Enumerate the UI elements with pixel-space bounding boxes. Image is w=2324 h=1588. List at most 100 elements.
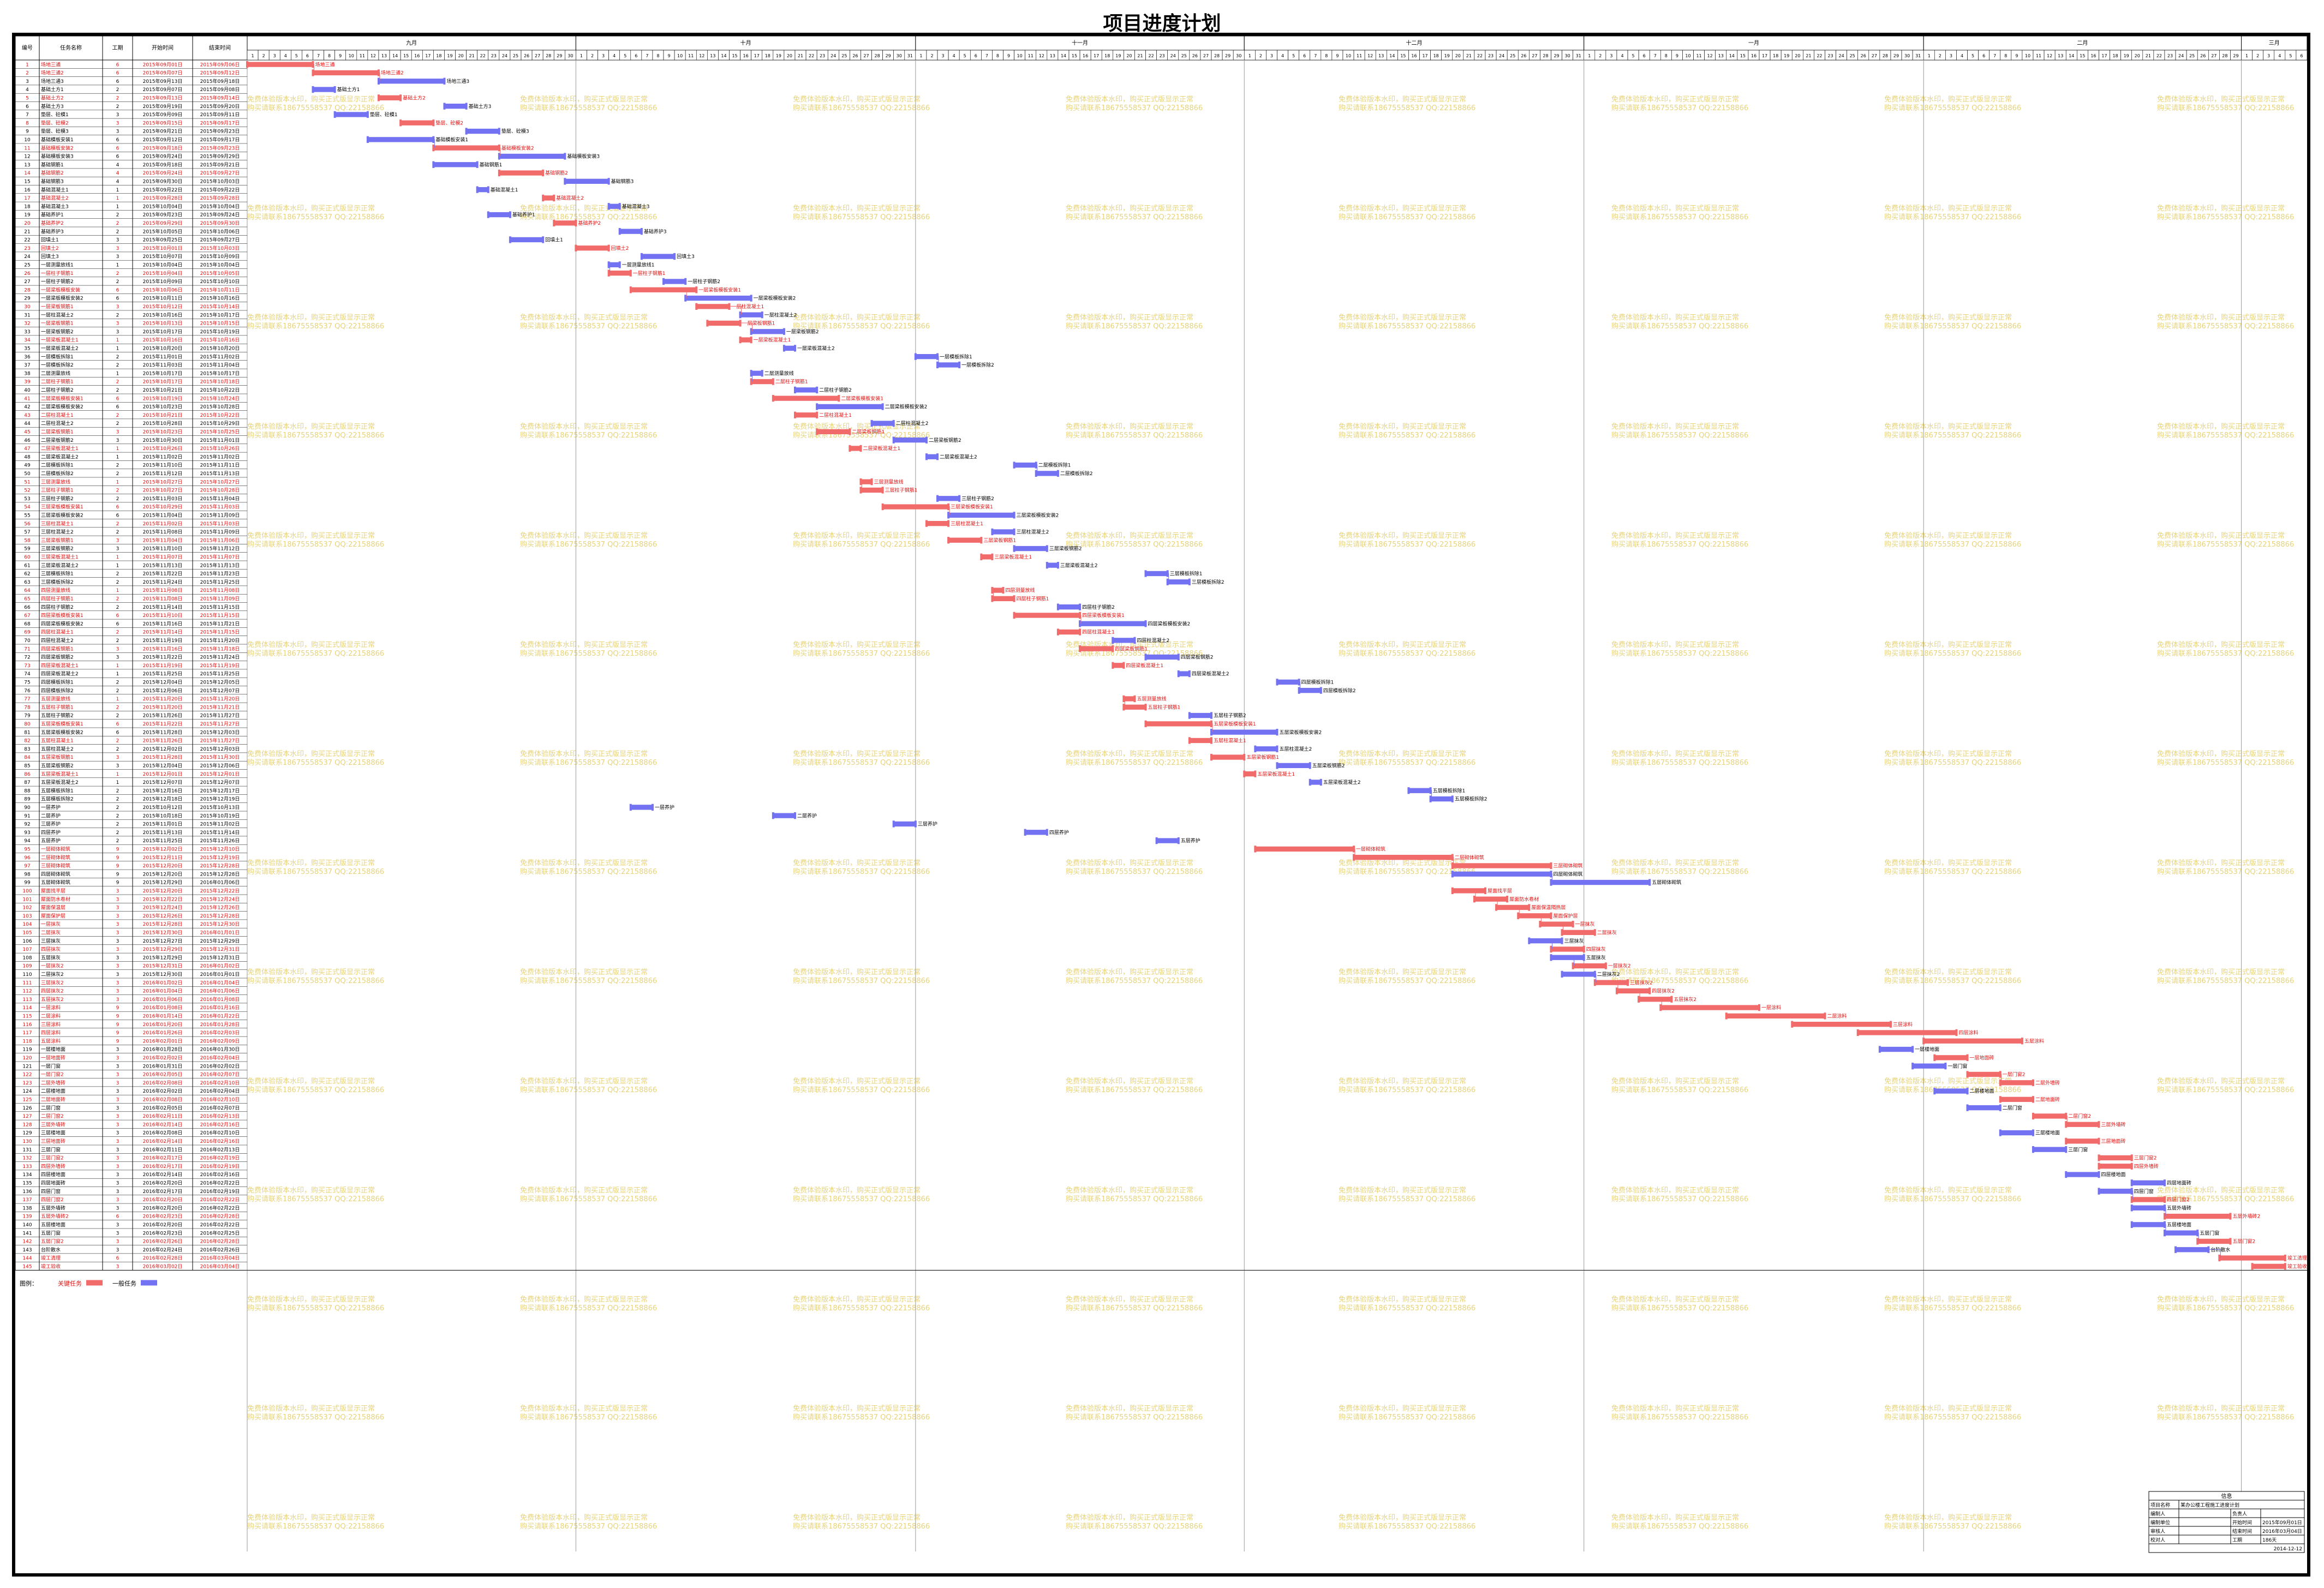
- day-label: 1: [1248, 53, 1251, 58]
- table-cell: 6: [116, 730, 120, 735]
- watermark-text: 免费体验版本水印，购买正式版显示正常: [1066, 1077, 1193, 1086]
- watermark-text: 购买请联系18675558537 QQ:22158866: [247, 431, 384, 440]
- table-cell: 58: [24, 538, 31, 543]
- watermark-text: 免费体验版本水印，购买正式版显示正常: [793, 750, 921, 758]
- task-bar-label: 五层柱子钢筋1: [1148, 704, 1181, 710]
- table-cell: 2015年11月12日: [200, 546, 240, 552]
- task-bar-cap: [2032, 1079, 2035, 1086]
- day-label: 20: [787, 53, 792, 58]
- table-cell: 51: [24, 480, 30, 485]
- watermark-text: 购买请联系18675558537 QQ:22158866: [2157, 976, 2294, 985]
- task-bar: [499, 153, 565, 159]
- task-bar-cap: [684, 295, 687, 302]
- table-cell: 2016年02月16日: [200, 1138, 240, 1144]
- day-label: 2: [262, 53, 265, 58]
- task-bar: [2065, 1172, 2099, 1177]
- task-bar-label: 四层梁板模板安装2: [1148, 620, 1191, 627]
- day-label: 28: [1883, 53, 1888, 58]
- task-bar: [948, 512, 1015, 518]
- table-cell: 22: [24, 238, 30, 243]
- watermark-text: 免费体验版本水印，购买正式版显示正常: [247, 859, 375, 867]
- watermark-text: 免费体验版本水印，购买正式版显示正常: [1884, 1295, 2012, 1304]
- task-bar: [773, 813, 796, 818]
- table-cell: 四层柱子钢筋1: [41, 596, 74, 602]
- table-cell: 2015年10月17日: [200, 311, 240, 318]
- table-cell: 3: [116, 931, 120, 936]
- table-cell: 85: [24, 764, 30, 769]
- table-cell: 2015年10月20日: [143, 345, 183, 352]
- watermark-text: 免费体验版本水印，购买正式版显示正常: [1884, 1404, 2012, 1413]
- task-bar-cap: [1133, 637, 1136, 644]
- task-bar-cap: [2284, 1254, 2286, 1262]
- task-bar-label: 五层梁板钢筋2: [1312, 763, 1345, 769]
- task-bar-label: 二层模板拆除1: [1038, 462, 1071, 469]
- task-bar-cap: [487, 211, 489, 218]
- dependency-link: [1354, 848, 1355, 858]
- table-cell: 屋面找平层: [41, 888, 65, 894]
- task-bar-label: 三层梁板钢筋2: [1049, 546, 1082, 552]
- table-cell: 96: [24, 855, 31, 861]
- watermark-text: 购买请联系18675558537 QQ:22158866: [247, 867, 384, 876]
- task-bar-cap: [1999, 1079, 2002, 1086]
- day-label: 5: [624, 53, 626, 58]
- dependency-link: [2131, 1190, 2134, 1200]
- table-cell: 2015年11月19日: [200, 662, 240, 669]
- day-label: 10: [677, 53, 683, 58]
- table-cell: 9: [116, 1005, 120, 1011]
- task-bar-cap: [1648, 879, 1651, 886]
- table-cell: 129: [22, 1131, 32, 1136]
- table-cell: 6: [116, 154, 120, 160]
- watermark-text: 购买请联系18675558537 QQ:22158866: [520, 1413, 657, 1422]
- info-cell: 校对人: [2150, 1537, 2165, 1543]
- table-cell: 基础养护1: [41, 212, 64, 218]
- table-cell: 五层柱子钢筋1: [41, 704, 74, 710]
- table-cell: 2015年12月24日: [143, 904, 183, 911]
- table-cell: 9: [116, 1014, 120, 1020]
- task-bar-label: 基础模板安装1: [435, 136, 468, 143]
- table-cell: 2015年12月30日: [143, 971, 183, 978]
- table-cell: 2015年09月07日: [143, 86, 183, 93]
- table-cell: 2016年03月02日: [143, 1263, 183, 1270]
- table-cell: 5: [26, 96, 29, 101]
- table-cell: 2015年12月19日: [200, 854, 240, 861]
- table-cell: 2015年12月31日: [200, 954, 240, 961]
- task-bar-cap: [1309, 762, 1311, 769]
- day-label: 17: [2101, 53, 2107, 58]
- task-bar: [444, 104, 467, 109]
- watermark-text: 免费体验版本水印，购买正式版显示正常: [1066, 531, 1193, 540]
- table-cell: 133: [22, 1164, 32, 1170]
- watermark-text: 免费体验版本水印，购买正式版显示正常: [247, 204, 375, 213]
- watermark-text: 购买请联系18675558537 QQ:22158866: [520, 213, 657, 221]
- watermark-text: 购买请联系18675558537 QQ:22158866: [1611, 104, 1748, 112]
- table-cell: 4: [116, 171, 120, 176]
- table-cell: 3: [116, 1147, 120, 1153]
- watermark-text: 免费体验版本水印，购买正式版显示正常: [1884, 204, 2012, 213]
- task-bar-cap: [1133, 695, 1136, 703]
- task-bar-cap: [1999, 1096, 2002, 1103]
- watermark-text: 购买请联系18675558537 QQ:22158866: [247, 540, 384, 549]
- table-cell: 2015年09月23日: [200, 128, 240, 135]
- task-bar-cap: [1528, 904, 1531, 911]
- day-label: 25: [2189, 53, 2195, 58]
- day-label: 13: [1718, 53, 1724, 58]
- task-bar-cap: [816, 403, 819, 410]
- dependency-link: [740, 322, 753, 332]
- task-bar-cap: [936, 453, 939, 460]
- task-bar-cap: [2021, 1038, 2023, 1045]
- task-bar-cap: [1550, 879, 1552, 886]
- task-bar-cap: [1056, 628, 1059, 636]
- table-cell: 2015年10月13日: [200, 804, 240, 811]
- task-bar-label: 四层模板拆除1: [1301, 679, 1334, 686]
- dependency-link: [993, 590, 1003, 598]
- table-cell: 6: [116, 613, 120, 619]
- task-bar: [608, 203, 620, 209]
- task-bar-label: 基础养护3: [644, 228, 667, 235]
- table-cell: 2016年02月14日: [143, 1171, 183, 1178]
- task-bar-label: 三层梁板混凝土1: [994, 554, 1032, 560]
- table-cell: 56: [24, 522, 31, 527]
- day-label: 16: [743, 53, 749, 58]
- table-cell: 98: [24, 872, 31, 877]
- table-cell: 2: [116, 572, 120, 577]
- task-bar-cap: [793, 411, 796, 418]
- table-cell: 2015年11月07日: [143, 554, 183, 560]
